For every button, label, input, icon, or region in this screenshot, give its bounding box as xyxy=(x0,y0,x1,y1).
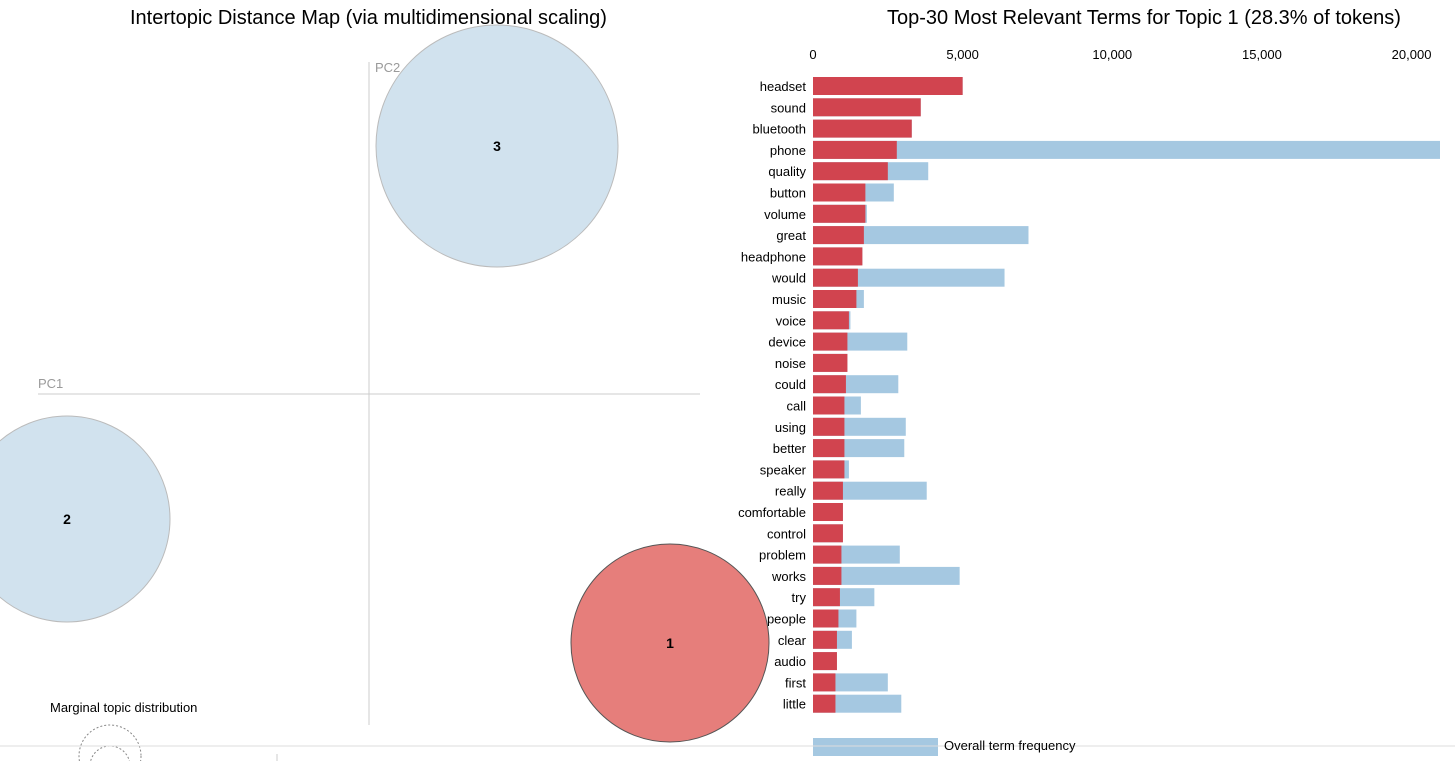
term-label-works[interactable]: works xyxy=(771,569,806,584)
topic-bar-control[interactable] xyxy=(813,524,843,543)
topic-bar-speaker[interactable] xyxy=(813,460,845,479)
topic-circle-3[interactable]: 3 xyxy=(375,24,619,268)
term-label-better[interactable]: better xyxy=(773,441,807,456)
topic-2-bubble[interactable] xyxy=(0,415,171,623)
term-label-great[interactable]: great xyxy=(776,228,806,243)
overall-frequency-legend-swatch xyxy=(813,738,938,756)
topic-bar-headphone[interactable] xyxy=(813,247,863,266)
overall-bar-phone[interactable] xyxy=(813,140,1440,159)
term-label-comfortable[interactable]: comfortable xyxy=(738,505,806,520)
term-label-people[interactable]: people xyxy=(767,612,806,627)
term-label-device[interactable]: device xyxy=(768,335,806,350)
bar-chart: 0 5,000 10,000 15,000 20,000 headset sound blue… xyxy=(738,47,1440,713)
topic-bar-would[interactable] xyxy=(813,268,858,287)
term-label-bluetooth[interactable]: bluetooth xyxy=(753,122,807,137)
topic-bar-clear[interactable] xyxy=(813,630,837,649)
term-label-try[interactable]: try xyxy=(792,590,807,605)
topic-bar-first[interactable] xyxy=(813,673,836,692)
topic-circle-1[interactable]: 1 xyxy=(570,543,770,743)
topic-bar-button[interactable] xyxy=(813,183,866,202)
topic-bar-audio[interactable] xyxy=(813,652,837,671)
marginal-distribution-label: Marginal topic distribution xyxy=(50,700,198,715)
topic-bar-headset[interactable] xyxy=(813,77,963,95)
term-label-first[interactable]: first xyxy=(785,675,806,690)
term-label-really[interactable]: really xyxy=(775,484,807,499)
pc2-axis-label: PC2 xyxy=(375,60,400,75)
term-label-control[interactable]: control xyxy=(767,526,806,541)
term-label-headphone[interactable]: headphone xyxy=(741,249,806,264)
marginal-circle-medium xyxy=(90,745,130,761)
topic-bar-could[interactable] xyxy=(813,375,846,394)
topic-bar-try[interactable] xyxy=(813,588,840,607)
term-label-voice[interactable]: voice xyxy=(776,313,806,328)
term-label-button[interactable]: button xyxy=(770,186,806,201)
term-label-speaker[interactable]: speaker xyxy=(760,462,807,477)
term-label-music[interactable]: music xyxy=(772,292,806,307)
term-label-sound[interactable]: sound xyxy=(771,100,806,115)
x-tick-label: 20,000 xyxy=(1392,47,1432,62)
term-label-headset[interactable]: headset xyxy=(760,79,807,94)
topic-bar-volume[interactable] xyxy=(813,204,866,223)
topic-circle-2[interactable]: 2 xyxy=(0,415,171,623)
term-label-quality[interactable]: quality xyxy=(768,164,806,179)
topic-bar-problem[interactable] xyxy=(813,545,842,564)
topic-bar-quality[interactable] xyxy=(813,162,888,181)
topic-bar-device[interactable] xyxy=(813,332,848,351)
term-label-problem[interactable]: problem xyxy=(759,548,806,563)
overall-bar-works[interactable] xyxy=(813,566,960,585)
term-label-clear[interactable]: clear xyxy=(778,633,807,648)
topic-bar-bluetooth[interactable] xyxy=(813,119,912,138)
topic-1-label: 1 xyxy=(666,635,674,651)
term-label-would[interactable]: would xyxy=(771,271,806,286)
bar-chart-title: Top-30 Most Relevant Terms for Topic 1 (… xyxy=(887,7,1401,29)
marginal-circle-large xyxy=(78,724,142,761)
topic-2-label: 2 xyxy=(63,511,71,527)
term-label-little[interactable]: little xyxy=(783,697,806,712)
topic-bar-people[interactable] xyxy=(813,609,839,628)
term-label-volume[interactable]: volume xyxy=(764,207,806,222)
overall-frequency-legend-label: Overall term frequency xyxy=(944,738,1076,753)
topic-bar-works[interactable] xyxy=(813,566,842,585)
term-label-call[interactable]: call xyxy=(786,399,806,414)
topic-3-bubble[interactable] xyxy=(375,24,619,268)
topic-bar-comfortable[interactable] xyxy=(813,503,843,521)
x-tick-label: 0 xyxy=(809,47,816,62)
x-tick-label: 10,000 xyxy=(1092,47,1132,62)
map-title: Intertopic Distance Map (via multidimens… xyxy=(130,7,607,29)
x-tick-label: 15,000 xyxy=(1242,47,1282,62)
term-label-using[interactable]: using xyxy=(775,420,806,435)
topic-3-label: 3 xyxy=(493,138,501,154)
topic-bar-music[interactable] xyxy=(813,290,857,308)
topic-bar-great[interactable] xyxy=(813,226,864,245)
term-label-audio[interactable]: audio xyxy=(774,654,806,669)
topic-1-bubble[interactable] xyxy=(570,543,770,743)
term-label-phone[interactable]: phone xyxy=(770,143,806,158)
topic-bar-little[interactable] xyxy=(813,694,836,713)
overall-bar-great[interactable] xyxy=(813,226,1029,245)
topic-bar-sound[interactable] xyxy=(813,98,921,117)
topic-bar-phone[interactable] xyxy=(813,140,897,159)
pc1-axis-label: PC1 xyxy=(38,376,63,391)
topic-bar-better[interactable] xyxy=(813,439,845,458)
overall-bar-would[interactable] xyxy=(813,268,1005,287)
topic-bar-using[interactable] xyxy=(813,417,845,436)
topic-bar-noise[interactable] xyxy=(813,353,848,372)
term-label-could[interactable]: could xyxy=(775,377,806,392)
x-tick-label: 5,000 xyxy=(946,47,979,62)
topic-bar-call[interactable] xyxy=(813,396,845,415)
term-label-noise[interactable]: noise xyxy=(775,356,806,371)
topic-bar-really[interactable] xyxy=(813,481,843,500)
topic-bar-voice[interactable] xyxy=(813,311,849,330)
marginal-distribution-legend xyxy=(78,724,142,761)
